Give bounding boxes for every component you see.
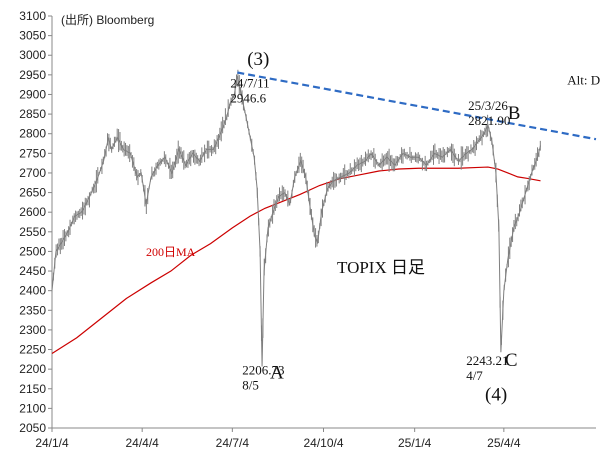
x-tick-label: 25/1/4 [398, 436, 432, 450]
x-tick-label: 24/10/4 [303, 436, 343, 450]
y-tick-label: 2650 [19, 186, 46, 200]
y-tick-label: 2350 [19, 303, 46, 317]
annotation-low-2025: 2243.21 4/7 [466, 353, 508, 383]
y-tick-label: 2550 [19, 225, 46, 239]
source-note: (出所) Bloomberg [61, 13, 154, 27]
x-tick-label: 25/4/4 [487, 436, 521, 450]
x-tick-label: 24/4/4 [125, 436, 159, 450]
ma-series-layer [51, 166, 541, 354]
y-tick-label: 3050 [19, 29, 46, 43]
trendline-layer [237, 71, 597, 141]
y-tick-label: 2400 [19, 284, 46, 298]
y-tick-label: 2900 [19, 87, 46, 101]
x-tick-label: 24/1/4 [35, 436, 69, 450]
y-tick-label: 2100 [19, 401, 46, 415]
y-tick-label: 2450 [19, 264, 46, 278]
chart-title: TOPIX 日足 [337, 258, 425, 277]
y-tick-label: 2750 [19, 146, 46, 160]
resistance-trendline [237, 71, 597, 141]
x-tick-label: 24/7/4 [216, 436, 250, 450]
y-tick-label: 2850 [19, 107, 46, 121]
y-tick-label: 2700 [19, 166, 46, 180]
y-tick-label: 2050 [19, 421, 46, 435]
annotation-peak-2024: 24/7/11 2946.6 [230, 75, 269, 105]
price-line [51, 76, 541, 367]
y-tick-label: 2500 [19, 244, 46, 258]
annotation-layer: (3) 24/7/11 2946.6 Alt: D 25/3/26 2821.90B 220… [230, 49, 600, 405]
annotation-low-2024: 2206.73 8/5 [242, 363, 284, 393]
annotation-wave-3: (3) [247, 49, 269, 70]
y-tick-label: 2200 [19, 362, 46, 376]
price-series-layer [51, 69, 541, 367]
y-tick-label: 2250 [19, 343, 46, 357]
y-tick-label: 3000 [19, 48, 46, 62]
annotation-wave-a: A [270, 363, 284, 384]
annotation-wave-d: Alt: D [567, 73, 600, 88]
chart-axes: 2050 2100 2150 2200 2250 2300 2350 2400 2450 2500… [19, 9, 596, 450]
y-tick-label: 2950 [19, 68, 46, 82]
ma-200-line [51, 166, 541, 354]
y-tick-label: 2800 [19, 127, 46, 141]
annotation-wave-b: B [508, 103, 521, 124]
y-tick-label: 2300 [19, 323, 46, 337]
y-tick-label: 3100 [19, 9, 46, 23]
y-tick-label: 2600 [19, 205, 46, 219]
annotation-wave-c: C [505, 350, 518, 371]
y-tick-label: 2150 [19, 382, 46, 396]
ma-series-label: 200日MA [146, 245, 196, 259]
annotation-peak-2025: 25/3/26 2821.90 [468, 98, 510, 128]
annotation-wave-4: (4) [485, 385, 507, 406]
